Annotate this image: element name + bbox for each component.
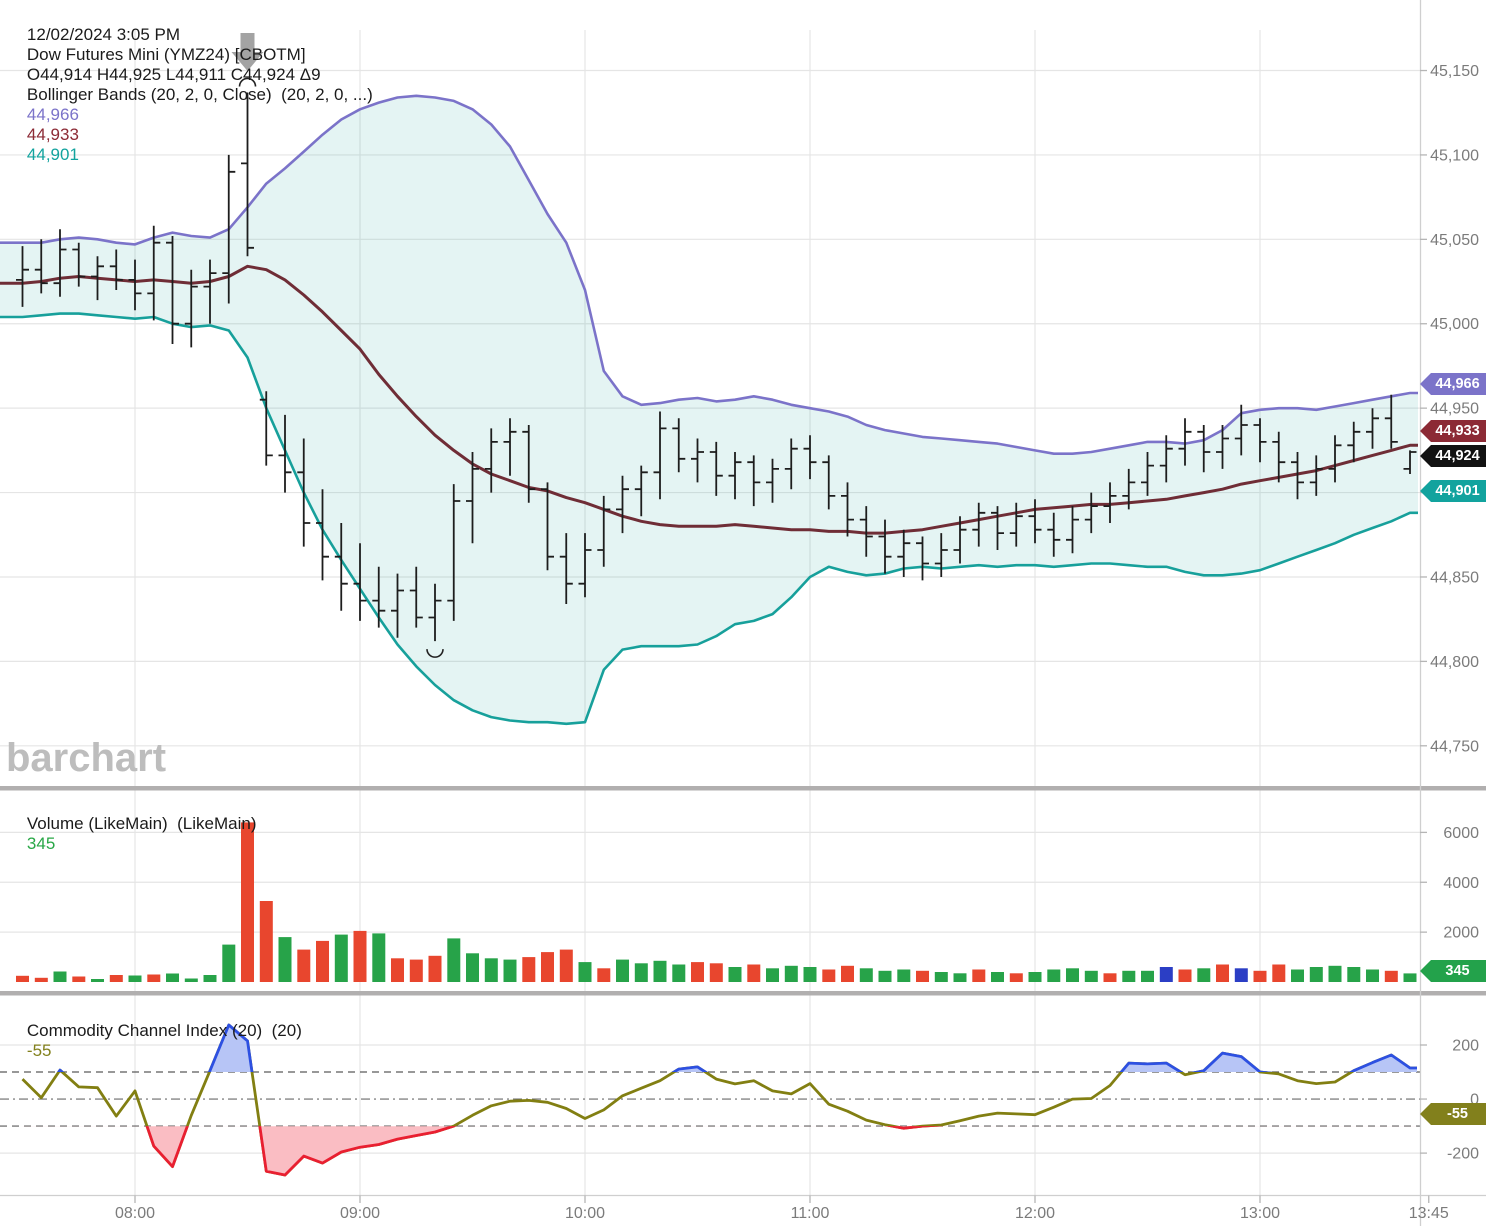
barchart-watermark: barchart — [6, 736, 167, 780]
gridlines — [0, 30, 1420, 1195]
axis-chip-volume: 345 — [1420, 960, 1486, 982]
cci-panel-title: Commodity Channel Index (20) (20) -55 — [8, 1001, 307, 1081]
cci-panel — [0, 1023, 1420, 1177]
svg-text:13:45: 13:45 — [1409, 1205, 1449, 1222]
svg-text:200: 200 — [1452, 1038, 1479, 1055]
header-bb-middle-value: 44,933 — [26, 125, 79, 144]
volume-panel-title: Volume (LikeMain) (LikeMain) 345 — [8, 794, 261, 874]
svg-text:44,750: 44,750 — [1430, 738, 1479, 755]
svg-text:45,100: 45,100 — [1430, 147, 1479, 164]
svg-text:08:00: 08:00 — [115, 1205, 155, 1222]
svg-text:12:00: 12:00 — [1015, 1205, 1055, 1222]
chart-header: 12/02/2024 3:05 PM Dow Futures Mini (YMZ… — [8, 5, 386, 185]
svg-text:10:00: 10:00 — [565, 1205, 605, 1222]
volume-current-value: 345 — [26, 834, 56, 853]
header-datetime: 12/02/2024 3:05 PM — [26, 25, 181, 44]
svg-text:2000: 2000 — [1443, 925, 1479, 942]
high-of-day-marker — [238, 77, 257, 87]
axis-chip-bb-lower: 44,901 — [1420, 480, 1486, 502]
header-symbol: Dow Futures Mini (YMZ24) [CBOTM] — [26, 45, 306, 64]
svg-text:-200: -200 — [1447, 1146, 1479, 1163]
svg-text:4000: 4000 — [1443, 875, 1479, 892]
bollinger-bands — [0, 94, 1418, 726]
cci-title-text: Commodity Channel Index (20) (20) — [26, 1021, 307, 1040]
svg-text:6000: 6000 — [1443, 825, 1479, 842]
volume-title-text: Volume (LikeMain) (LikeMain) — [26, 814, 262, 833]
low-of-day-marker — [426, 649, 444, 658]
event-arrow-down-icon — [231, 33, 264, 71]
axis-chip-last-price: 44,924 — [1420, 445, 1486, 467]
header-bb-lower-value: 44,901 — [26, 145, 79, 164]
ohlc-bars — [16, 92, 1417, 642]
svg-text:44,800: 44,800 — [1430, 654, 1479, 671]
axis-chip-bb-middle: 44,933 — [1420, 420, 1486, 442]
svg-text:09:00: 09:00 — [340, 1205, 380, 1222]
svg-text:13:00: 13:00 — [1240, 1205, 1280, 1222]
svg-text:11:00: 11:00 — [791, 1205, 830, 1222]
svg-text:44,850: 44,850 — [1430, 569, 1479, 586]
header-ohlc-values: O44,914 H44,925 L44,911 C44,924 Δ9 — [26, 65, 321, 84]
annotations — [231, 33, 444, 658]
axis-chip-cci: -55 — [1420, 1103, 1486, 1125]
volume-bars — [16, 822, 1417, 982]
cci-current-value: -55 — [26, 1041, 52, 1060]
axis-chip-bb-upper: 44,966 — [1420, 373, 1486, 395]
panel-separators — [0, 786, 1486, 996]
svg-text:44,950: 44,950 — [1430, 401, 1479, 418]
svg-text:45,050: 45,050 — [1430, 232, 1479, 249]
svg-text:45,000: 45,000 — [1430, 316, 1479, 333]
header-study-label: Bollinger Bands (20, 2, 0, Close) (20, 2… — [26, 85, 373, 104]
svg-text:45,150: 45,150 — [1430, 63, 1479, 80]
svg-text:0: 0 — [1470, 1092, 1479, 1109]
header-bb-upper-value: 44,966 — [26, 105, 79, 124]
